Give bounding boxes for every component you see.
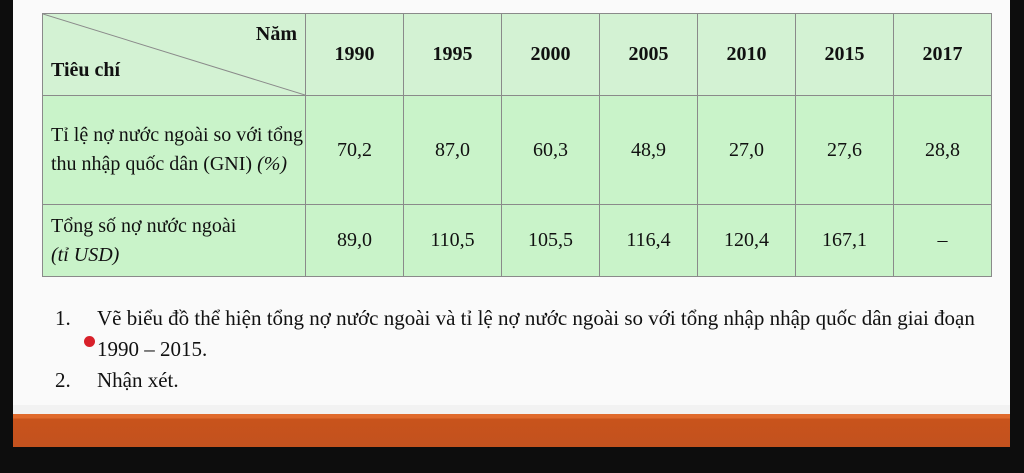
table-cell: 60,3: [501, 95, 600, 205]
corner-year-label: Năm: [255, 23, 297, 45]
debt-table: Năm Tiêu chí 1990 1995 2000 2005 2010 20…: [42, 13, 992, 277]
list-item: 1. Vẽ biểu đồ thể hiện tổng nợ nước ngoà…: [55, 303, 997, 365]
corner-criteria-label: Tiêu chí: [51, 59, 121, 81]
slide: Năm Tiêu chí 1990 1995 2000 2005 2010 20…: [13, 0, 1010, 447]
year-header: 2010: [697, 13, 796, 96]
list-number: 1.: [55, 306, 71, 330]
table-cell: 116,4: [599, 204, 698, 277]
table-cell: 27,0: [697, 95, 796, 205]
header-corner-cell: Năm Tiêu chí: [42, 13, 306, 96]
table-cell: 87,0: [403, 95, 502, 205]
diagonal-divider: [43, 14, 305, 95]
table-row: Tỉ lệ nợ nước ngoài so với tổng thu nhập…: [42, 95, 992, 205]
year-header: 2017: [893, 13, 992, 96]
task-list: 1. Vẽ biểu đồ thể hiện tổng nợ nước ngoà…: [55, 303, 997, 396]
table-cell: 120,4: [697, 204, 796, 277]
footer-strip: [13, 405, 1010, 414]
row-label: Tổng số nợ nước ngoài (tỉ USD): [42, 204, 306, 277]
list-text: Nhận xét.: [97, 368, 179, 392]
table-cell: 110,5: [403, 204, 502, 277]
footer-bar: [13, 414, 1010, 447]
year-header: 2015: [795, 13, 894, 96]
header-row: Năm Tiêu chí 1990 1995 2000 2005 2010 20…: [42, 13, 992, 96]
year-header: 1990: [305, 13, 404, 96]
row-label-unit: (%): [257, 153, 288, 175]
list-item: 2. Nhận xét.: [55, 365, 997, 396]
table-cell: 167,1: [795, 204, 894, 277]
table-cell: –: [893, 204, 992, 277]
table-cell: 70,2: [305, 95, 404, 205]
table-cell: 105,5: [501, 204, 600, 277]
table-row: Tổng số nợ nước ngoài (tỉ USD) 89,0 110,…: [42, 204, 992, 277]
table-cell: 48,9: [599, 95, 698, 205]
year-header: 2005: [599, 13, 698, 96]
row-label-main: Tỉ lệ nợ nước ngoài so với tổng thu nhập…: [51, 124, 303, 175]
row-label-unit: (tỉ USD): [51, 243, 120, 266]
table-cell: 27,6: [795, 95, 894, 205]
table-cell: 28,8: [893, 95, 992, 205]
year-header: 1995: [403, 13, 502, 96]
row-label: Tỉ lệ nợ nước ngoài so với tổng thu nhập…: [42, 95, 306, 205]
row-label-main: Tổng số nợ nước ngoài: [51, 214, 237, 237]
table-cell: 89,0: [305, 204, 404, 277]
list-number: 2.: [55, 368, 71, 392]
list-text: Vẽ biểu đồ thể hiện tổng nợ nước ngoài v…: [97, 306, 975, 361]
pointer-cursor-icon: [84, 336, 95, 347]
year-header: 2000: [501, 13, 600, 96]
